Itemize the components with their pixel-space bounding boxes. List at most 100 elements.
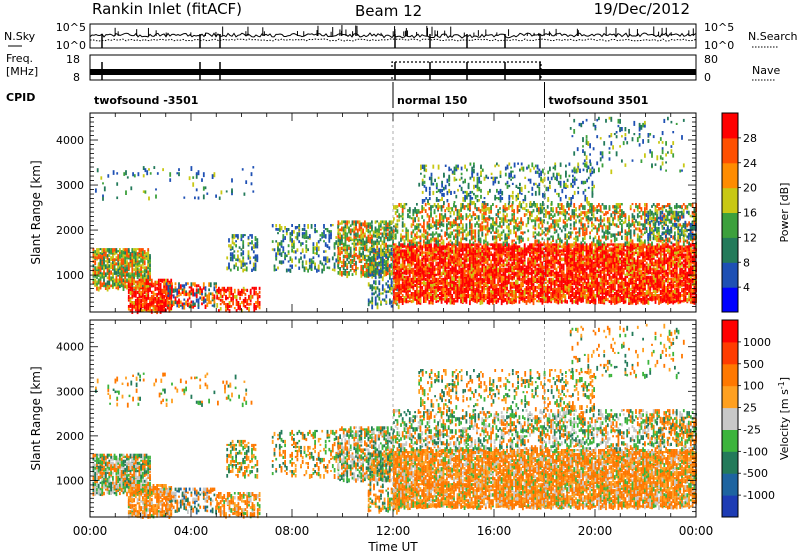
echo-cell <box>337 220 340 226</box>
echo-cell <box>483 263 485 266</box>
echo-cell <box>437 277 439 282</box>
echo-cell <box>601 292 604 296</box>
echo-cell <box>456 300 459 303</box>
echo-cell <box>251 246 253 251</box>
echo-cell <box>580 265 583 268</box>
echo-cell <box>557 251 560 257</box>
echo-cell <box>470 263 473 269</box>
echo-cell <box>321 262 324 266</box>
echo-cell <box>371 234 373 240</box>
mhz-label: [MHz] <box>6 65 38 78</box>
echo-cell <box>230 288 233 292</box>
echo-cell <box>437 281 439 286</box>
echo-cell <box>104 248 107 252</box>
echo-cell <box>557 273 560 278</box>
echo-cell <box>555 261 558 264</box>
echo-cell <box>591 287 593 291</box>
echo-cell <box>120 268 123 274</box>
echo-cell <box>136 284 139 288</box>
echo-cell <box>497 294 500 297</box>
echo-cell <box>596 275 599 278</box>
echo-cell <box>504 271 507 277</box>
echo-cell <box>518 283 521 288</box>
echo-cell <box>110 270 112 275</box>
echo-cell <box>249 288 252 293</box>
echo-cell <box>458 275 461 279</box>
echo-cell <box>360 258 363 262</box>
echo-cell <box>486 249 489 253</box>
echo-cell <box>348 260 350 264</box>
echo-cell <box>394 263 397 269</box>
echo-cell <box>408 251 411 257</box>
echo-cell <box>575 273 577 278</box>
echo-cell <box>390 256 393 261</box>
echo-cell <box>134 254 137 259</box>
echo-cell <box>486 287 489 293</box>
echo-cell <box>108 286 111 290</box>
echo-cell <box>520 253 523 258</box>
echo-cell <box>337 238 340 243</box>
echo-cell <box>562 247 565 250</box>
echo-cell <box>396 259 399 265</box>
echo-cell <box>553 265 556 270</box>
echo-cell <box>120 250 123 254</box>
echo-cell <box>393 300 395 304</box>
cpid-segment-label: twofsound -3501 <box>94 94 198 107</box>
echo-cell <box>474 277 477 281</box>
echo-cell <box>323 224 325 229</box>
echo-cell <box>97 278 100 284</box>
echo-cell <box>138 248 141 254</box>
echo-cell <box>527 249 530 253</box>
echo-cell <box>493 287 496 292</box>
echo-cell <box>451 255 454 261</box>
echo-cell <box>564 283 567 289</box>
echo-cell <box>211 298 214 302</box>
echo-cell <box>316 242 318 248</box>
echo-cell <box>502 287 505 291</box>
echo-cell <box>403 296 406 301</box>
echo-cell <box>156 296 158 301</box>
echo-cell <box>249 260 252 265</box>
echo-cell <box>492 298 494 303</box>
echo-cell <box>447 243 450 246</box>
echo-cell <box>231 256 234 262</box>
echo-cell <box>145 252 148 256</box>
echo-cell <box>324 228 327 231</box>
echo-cell <box>103 266 105 271</box>
echo-cell <box>568 271 570 275</box>
echo-cell <box>541 292 544 297</box>
echo-cell <box>527 277 530 283</box>
echo-cell <box>242 288 245 294</box>
echo-cell <box>388 220 391 226</box>
echo-cell <box>575 279 577 284</box>
echo-cell <box>122 250 125 255</box>
echo-cell <box>349 262 352 268</box>
echo-cell <box>159 278 162 282</box>
echo-cell <box>423 251 425 254</box>
echo-cell <box>430 253 432 257</box>
echo-cell <box>571 285 574 289</box>
echo-cell <box>481 294 484 298</box>
echo-cell <box>444 265 447 269</box>
echo-cell <box>449 283 452 289</box>
echo-cell <box>414 279 416 283</box>
echo-cell <box>594 243 597 247</box>
echo-cell <box>408 269 411 273</box>
echo-cell <box>509 247 512 251</box>
freq-tick-bottom: 8 <box>73 71 80 84</box>
echo-cell <box>97 272 100 277</box>
echo-cell <box>124 260 127 264</box>
echo-cell <box>159 296 162 300</box>
echo-cell <box>187 304 189 307</box>
echo-cell <box>583 267 586 273</box>
echo-cell <box>99 276 102 281</box>
echo-cell <box>255 286 257 290</box>
echo-cell <box>421 292 424 297</box>
echo-cell <box>476 269 478 273</box>
echo-cell <box>568 265 570 271</box>
echo-cell <box>163 278 165 282</box>
echo-cell <box>149 258 151 263</box>
echo-cell <box>564 287 567 291</box>
echo-cell <box>592 261 595 264</box>
echo-cell <box>294 226 297 230</box>
